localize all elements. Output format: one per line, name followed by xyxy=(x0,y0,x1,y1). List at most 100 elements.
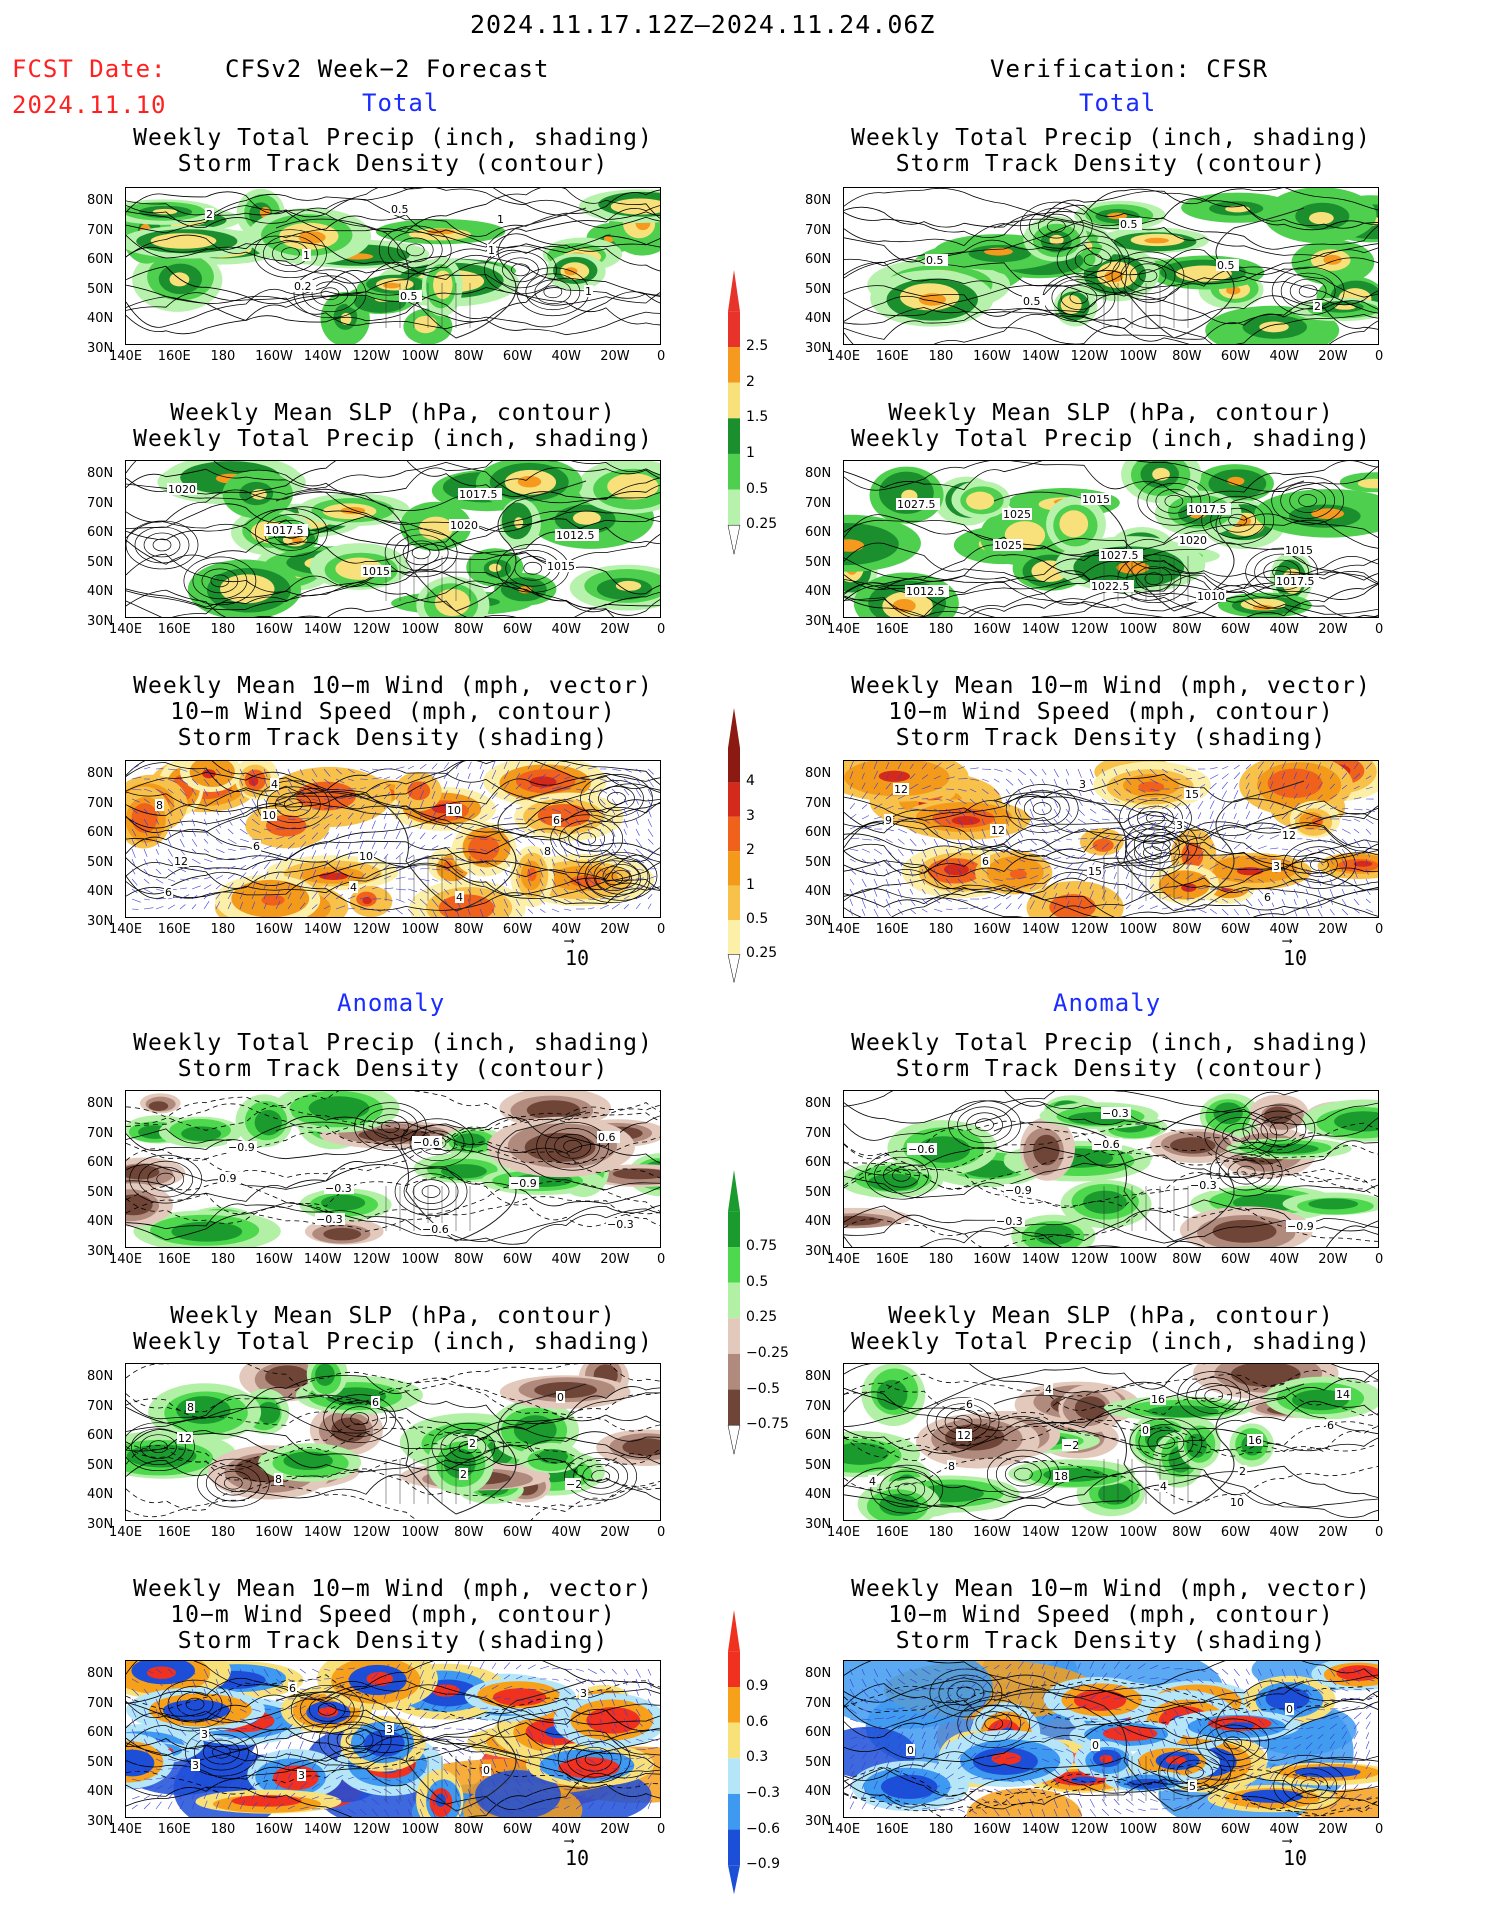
wind-vector xyxy=(599,1708,603,1716)
wind-vector xyxy=(515,1788,522,1795)
shade-blob xyxy=(1099,1754,1113,1764)
wind-vector xyxy=(611,1698,615,1706)
wind-vector xyxy=(1101,818,1110,821)
wind-vector xyxy=(1089,1808,1096,1817)
wind-vector xyxy=(659,1768,660,1769)
wind-vector xyxy=(179,1748,189,1753)
wind-vector xyxy=(371,811,377,820)
wind-vector xyxy=(1029,867,1039,870)
wind-vector xyxy=(1377,849,1378,850)
lon-label: 160E xyxy=(875,622,909,637)
wind-vector xyxy=(527,868,532,877)
wind-vector xyxy=(503,1808,513,1814)
wind-vector xyxy=(167,828,172,838)
coastline xyxy=(275,780,587,912)
wind-vector xyxy=(215,1771,222,1780)
shade-blob xyxy=(126,1194,153,1216)
wind-vector xyxy=(1329,888,1334,898)
wind-vector xyxy=(1089,1706,1099,1710)
wind-vector xyxy=(287,842,295,850)
wind-vector xyxy=(1053,1703,1060,1710)
contour-label: 0.6 xyxy=(598,1131,616,1144)
wind-vector xyxy=(1089,1728,1098,1732)
wind-vector xyxy=(885,1743,890,1750)
wind-vector xyxy=(479,803,486,810)
wind-vector xyxy=(1017,1768,1025,1772)
wind-vector xyxy=(1149,805,1160,810)
wind-vector xyxy=(1281,824,1291,830)
wind-vector xyxy=(1293,1718,1304,1722)
wind-vector xyxy=(1305,1803,1310,1810)
contour-ring xyxy=(336,1727,374,1753)
wind-vector xyxy=(1101,778,1107,787)
wind-vector xyxy=(1257,770,1263,780)
wind-vector xyxy=(957,1798,966,1801)
wind-vector xyxy=(1245,1748,1255,1751)
wind-vector xyxy=(1065,1778,1070,1787)
wind-vector xyxy=(527,1718,534,1726)
wind-vector xyxy=(347,1776,354,1780)
wind-vector xyxy=(921,1721,927,1730)
wind-vector xyxy=(1125,1738,1131,1746)
shade-blob xyxy=(409,788,421,797)
wind-vector xyxy=(981,1732,986,1740)
wind-vector xyxy=(575,1678,584,1685)
contour-label: 1 xyxy=(488,244,495,257)
wind-vector xyxy=(933,1796,944,1800)
wind-vector xyxy=(275,1750,280,1760)
wind-vector xyxy=(1113,1661,1120,1670)
wind-vector xyxy=(587,1688,594,1698)
wind-vector xyxy=(371,873,380,880)
lon-label: 160W xyxy=(973,1252,1011,1267)
contour-ring xyxy=(582,1463,620,1489)
wind-vector xyxy=(1365,1712,1372,1720)
wind-vector xyxy=(1293,1790,1298,1800)
shade-blob xyxy=(424,324,436,332)
wind-vector xyxy=(1293,1762,1298,1770)
wind-vector xyxy=(1293,1754,1299,1760)
wind-vector xyxy=(1245,1678,1249,1685)
wind-vector xyxy=(239,1688,245,1696)
wind-vector xyxy=(1197,1795,1204,1800)
wind-vector xyxy=(599,818,604,827)
wind-vector xyxy=(1257,823,1264,830)
wind-vector xyxy=(1077,818,1086,824)
wind-vector xyxy=(623,838,628,846)
wind-vector xyxy=(215,1754,223,1760)
wind-vector xyxy=(1257,1718,1265,1726)
contour-ring xyxy=(1069,291,1089,304)
wind-vector xyxy=(1065,862,1074,870)
wind-vector xyxy=(443,762,450,770)
contour-ring xyxy=(1219,507,1257,533)
wind-vector xyxy=(1053,848,1064,850)
lon-label: 180 xyxy=(928,1822,954,1837)
wind-vector xyxy=(1245,1688,1250,1697)
wind-vector xyxy=(407,841,415,850)
wind-vector xyxy=(323,1723,327,1730)
wind-vector xyxy=(1209,1708,1213,1715)
wind-vector xyxy=(909,1723,915,1730)
wind-vector xyxy=(1161,882,1170,890)
wind-vector xyxy=(1233,764,1240,770)
wind-vector xyxy=(921,858,926,868)
wind-vector xyxy=(1353,848,1359,857)
wind-vector xyxy=(251,1769,256,1780)
wind-vector xyxy=(275,872,280,880)
contour-ring xyxy=(1209,1147,1283,1197)
wind-vector xyxy=(1281,878,1289,887)
wind-vector xyxy=(861,908,866,916)
wind-vector xyxy=(599,848,605,857)
wind-vector xyxy=(849,1698,857,1706)
contour-ring xyxy=(290,1684,364,1734)
wind-vector xyxy=(635,808,640,818)
lat-label: 60N xyxy=(87,1428,114,1443)
wind-vector xyxy=(945,808,955,816)
shade-blob xyxy=(1308,212,1334,225)
wind-vector xyxy=(1173,1688,1180,1693)
contour-label-bg xyxy=(947,1460,956,1472)
wind-vector xyxy=(275,768,279,776)
wind-vector xyxy=(921,763,928,770)
wind-vector xyxy=(551,898,558,904)
wind-vector xyxy=(1353,1668,1361,1675)
